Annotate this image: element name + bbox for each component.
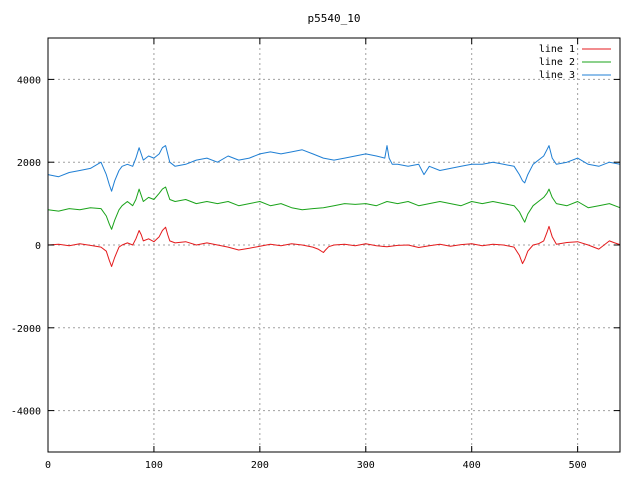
grid-lines — [48, 38, 620, 452]
series-line-2 — [47, 186, 621, 230]
y-tick-label: 2000 — [17, 158, 41, 169]
x-tick-label: 500 — [569, 460, 587, 471]
legend: line 1 line 2 line 3 — [539, 44, 611, 81]
axis-ticks: 0 100 200 300 400 500 -4000 -2000 0 2000 4000 — [11, 38, 620, 471]
x-tick-label: 200 — [251, 460, 269, 471]
x-tick-label: 100 — [145, 460, 163, 471]
legend-label-3: line 3 — [539, 70, 575, 81]
y-tick-label: 4000 — [17, 75, 41, 86]
series-layer — [47, 145, 621, 267]
x-tick-label: 300 — [357, 460, 375, 471]
legend-label-2: line 2 — [539, 57, 575, 68]
chart-title: p5540_10 — [308, 12, 361, 25]
y-tick-label: 0 — [35, 241, 41, 252]
x-tick-label: 400 — [463, 460, 481, 471]
series-line-1 — [47, 225, 621, 267]
series-line-3 — [47, 145, 621, 192]
y-tick-label: -2000 — [11, 324, 41, 335]
x-tick-label: 0 — [45, 460, 51, 471]
legend-label-1: line 1 — [539, 44, 575, 55]
y-tick-label: -4000 — [11, 407, 41, 418]
